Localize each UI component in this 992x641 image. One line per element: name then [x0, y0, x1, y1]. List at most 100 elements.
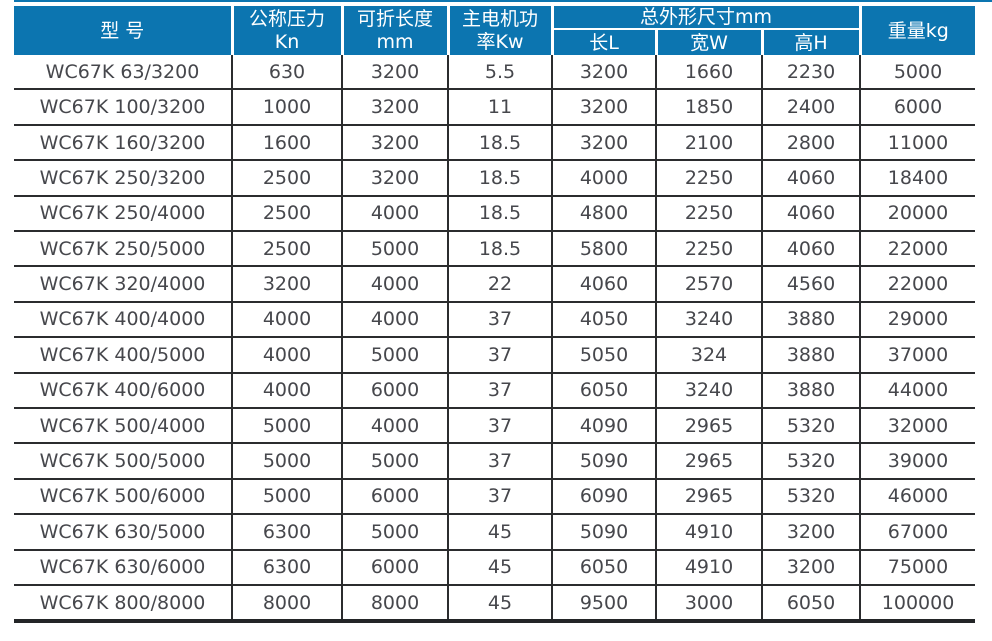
cell-height-h: 5320: [760, 407, 861, 445]
header-dim-length: 长L: [550, 29, 656, 56]
cell-model: WC67K 630/5000: [14, 514, 232, 551]
cell-length-l: 3200: [551, 89, 656, 126]
cell-model: WC67K 400/5000: [14, 337, 232, 374]
cell-length-l: 4050: [551, 301, 656, 339]
cell-width-w: 2965: [655, 443, 762, 480]
cell-nominal-pressure-kn: 4000: [231, 337, 342, 374]
header-dims-group: 总外形尺寸mm: [550, 6, 861, 31]
cell-model: WC67K 400/4000: [14, 301, 232, 339]
cell-model: WC67K 500/4000: [14, 407, 232, 445]
cell-weight-kg: 22000: [859, 266, 976, 303]
cell-length-l: 4090: [551, 407, 656, 445]
header-nominal-pressure: 公称压力 Kn: [230, 6, 342, 56]
cell-weight-kg: 32000: [859, 407, 976, 445]
cell-height-h: 5320: [760, 478, 861, 516]
cell-fold-length-mm: 6000: [341, 372, 448, 409]
cell-width-w: 3000: [655, 584, 762, 624]
cell-height-h: 2400: [760, 89, 861, 126]
cell-model: WC67K 160/3200: [14, 124, 232, 162]
cell-motor-power-kw: 18.5: [447, 160, 552, 197]
cell-model: WC67K 250/3200: [14, 160, 232, 197]
cell-nominal-pressure-kn: 6300: [231, 549, 342, 586]
spec-table: 型 号 公称压力 Kn 可折长度 mm 主电机功 率Kw 总外形尺寸mm 重量k…: [14, 6, 976, 624]
cell-length-l: 6090: [551, 478, 656, 516]
spec-table-body: WC67K 63/3200 630 3200 5.5 3200 1660 2230 5000 W…: [14, 55, 976, 624]
cell-length-l: 3200: [551, 55, 656, 91]
table-row: WC67K 500/6000 5000 6000 37 6090 2965 5320 4600…: [14, 478, 976, 516]
header-fold-length: 可折长度 mm: [340, 6, 448, 56]
cell-width-w: 2965: [655, 407, 762, 445]
cell-motor-power-kw: 37: [447, 301, 552, 339]
cell-nominal-pressure-kn: 630: [231, 55, 342, 91]
table-row: WC67K 800/8000 8000 8000 45 9500 3000 6050 1000…: [14, 584, 976, 624]
cell-length-l: 4800: [551, 195, 656, 232]
cell-nominal-pressure-kn: 1000: [231, 89, 342, 126]
spec-table-header: 型 号 公称压力 Kn 可折长度 mm 主电机功 率Kw 总外形尺寸mm 重量k…: [14, 6, 976, 56]
cell-fold-length-mm: 3200: [341, 124, 448, 162]
cell-height-h: 3200: [760, 549, 861, 586]
table-row: WC67K 500/4000 5000 4000 37 4090 2965 5320 3200…: [14, 407, 976, 445]
cell-width-w: 2250: [655, 230, 762, 268]
cell-weight-kg: 22000: [859, 230, 976, 268]
cell-fold-length-mm: 4000: [341, 266, 448, 303]
table-row: WC67K 63/3200 630 3200 5.5 3200 1660 2230 5000: [14, 55, 976, 91]
cell-fold-length-mm: 3200: [341, 89, 448, 126]
cell-nominal-pressure-kn: 3200: [231, 266, 342, 303]
cell-width-w: 3240: [655, 301, 762, 339]
cell-nominal-pressure-kn: 6300: [231, 514, 342, 551]
cell-width-w: 2965: [655, 478, 762, 516]
cell-model: WC67K 500/6000: [14, 478, 232, 516]
cell-motor-power-kw: 45: [447, 514, 552, 551]
cell-model: WC67K 320/4000: [14, 266, 232, 303]
cell-motor-power-kw: 37: [447, 372, 552, 409]
cell-fold-length-mm: 3200: [341, 160, 448, 197]
header-power-line1: 主电机功: [461, 8, 538, 31]
cell-motor-power-kw: 37: [447, 337, 552, 374]
cell-nominal-pressure-kn: 8000: [231, 584, 342, 624]
cell-fold-length-mm: 5000: [341, 514, 448, 551]
cell-motor-power-kw: 45: [447, 584, 552, 624]
cell-height-h: 4060: [760, 230, 861, 268]
cell-fold-length-mm: 6000: [341, 478, 448, 516]
cell-fold-length-mm: 5000: [341, 337, 448, 374]
cell-motor-power-kw: 45: [447, 549, 552, 586]
cell-weight-kg: 18400: [859, 160, 976, 197]
cell-length-l: 3200: [551, 124, 656, 162]
cell-length-l: 5090: [551, 443, 656, 480]
cell-fold-length-mm: 5000: [341, 443, 448, 480]
table-row: WC67K 160/3200 1600 3200 18.5 3200 2100 2800 11…: [14, 124, 976, 162]
table-row: WC67K 250/4000 2500 4000 18.5 4800 2250 4060 20…: [14, 195, 976, 232]
header-row-group: 型 号 公称压力 Kn 可折长度 mm 主电机功 率Kw 总外形尺寸mm 重量k…: [14, 6, 976, 56]
header-length-line2: mm: [376, 30, 414, 53]
cell-nominal-pressure-kn: 4000: [231, 301, 342, 339]
header-weight: 重量kg: [858, 6, 976, 56]
cell-weight-kg: 46000: [859, 478, 976, 516]
cell-fold-length-mm: 4000: [341, 407, 448, 445]
cell-nominal-pressure-kn: 5000: [231, 478, 342, 516]
header-dim-height: 高H: [760, 29, 861, 56]
cell-height-h: 4060: [760, 195, 861, 232]
table-row: WC67K 250/3200 2500 3200 18.5 4000 2250 4060 18…: [14, 160, 976, 197]
cell-height-h: 3880: [760, 301, 861, 339]
cell-width-w: 1660: [655, 55, 762, 91]
header-weight-label: 重量kg: [887, 19, 949, 42]
cell-weight-kg: 39000: [859, 443, 976, 480]
cell-nominal-pressure-kn: 4000: [231, 372, 342, 409]
cell-length-l: 6050: [551, 372, 656, 409]
cell-fold-length-mm: 3200: [341, 55, 448, 91]
cell-weight-kg: 5000: [859, 55, 976, 91]
cell-height-h: 2230: [760, 55, 861, 91]
cell-height-h: 3200: [760, 514, 861, 551]
cell-weight-kg: 6000: [859, 89, 976, 126]
table-row: WC67K 500/5000 5000 5000 37 5090 2965 5320 3900…: [14, 443, 976, 480]
top-accent-line: [14, 0, 992, 2]
cell-length-l: 4000: [551, 160, 656, 197]
cell-weight-kg: 29000: [859, 301, 976, 339]
header-model: 型 号: [14, 6, 232, 56]
header-power-line2: 率Kw: [476, 30, 524, 53]
cell-weight-kg: 100000: [859, 584, 976, 624]
cell-nominal-pressure-kn: 5000: [231, 443, 342, 480]
header-dims-group-label: 总外形尺寸mm: [640, 6, 773, 28]
cell-width-w: 2250: [655, 195, 762, 232]
header-motor-power: 主电机功 率Kw: [446, 6, 552, 56]
